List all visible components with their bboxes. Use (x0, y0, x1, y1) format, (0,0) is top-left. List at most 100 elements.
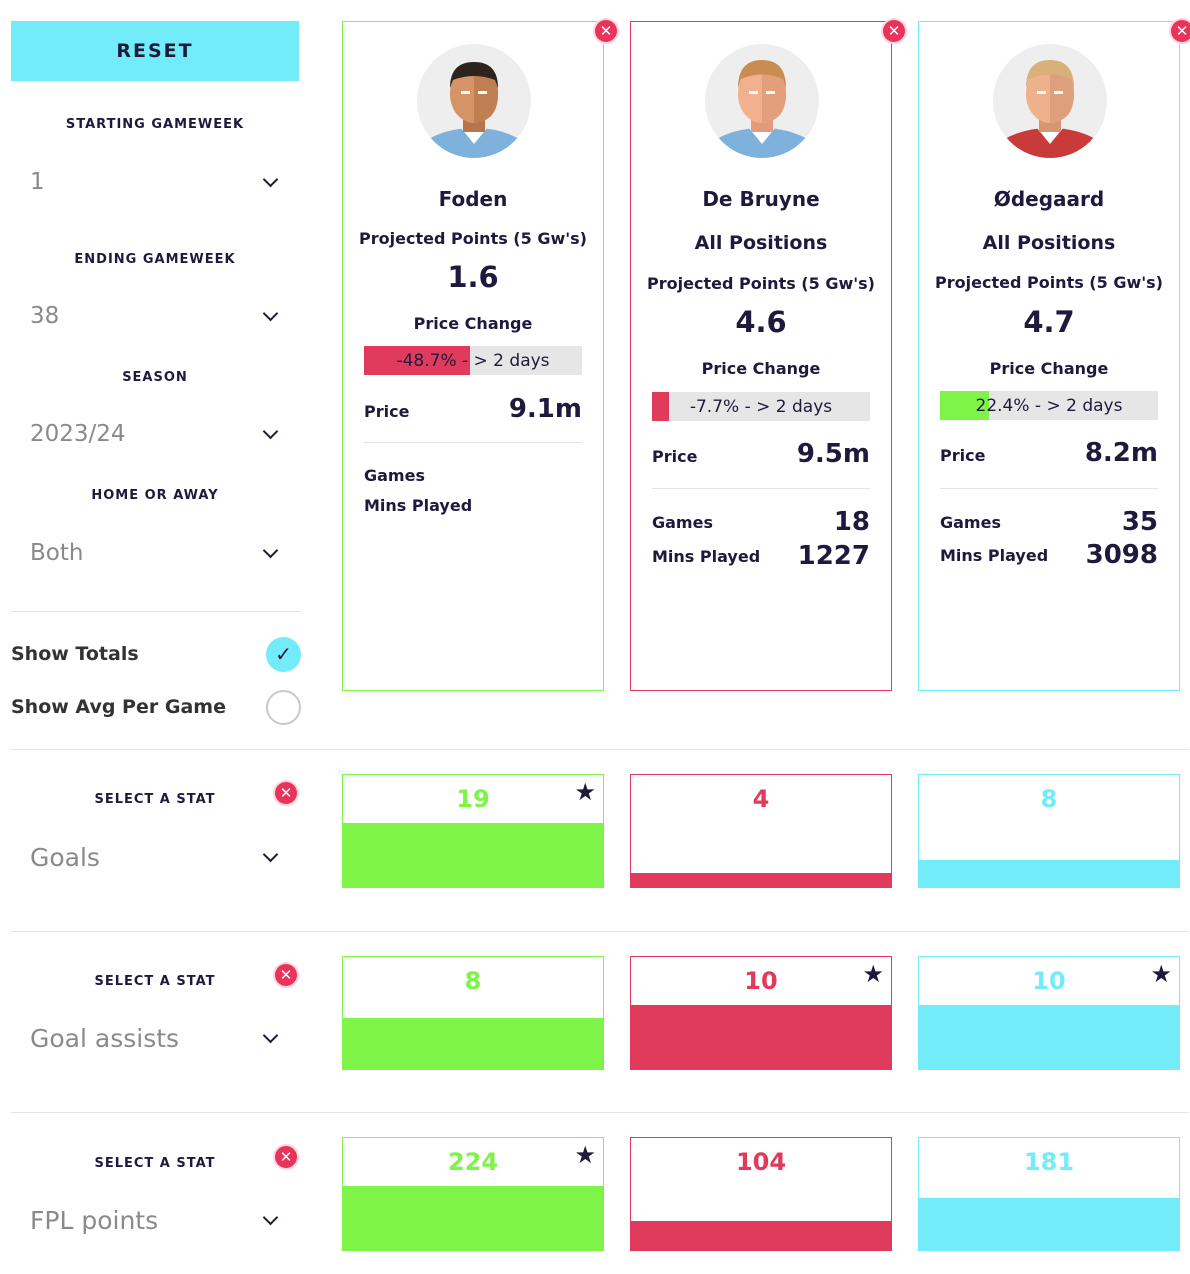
stat-bar (343, 1018, 603, 1069)
stat-select[interactable]: Goals (30, 837, 290, 877)
price-change-fill (364, 346, 471, 375)
stat-select-value: Goals (30, 842, 100, 872)
divider (11, 931, 1189, 932)
stat-value-box: 181 ★ (918, 1137, 1180, 1251)
player-avatar (993, 44, 1107, 158)
price-row: Price 9.5m (652, 439, 870, 469)
checkmark-icon[interactable]: ✓ (266, 636, 301, 672)
show-avg-label: Show Avg Per Game (11, 696, 226, 718)
games-row: Games 35 (940, 507, 1158, 537)
remove-stat-button[interactable]: ✕ (273, 1144, 299, 1170)
stat-select[interactable]: Goal assists (30, 1018, 290, 1058)
radio-empty-icon[interactable] (266, 689, 301, 725)
select-stat-label: SELECT A STAT (94, 792, 216, 807)
chevron-down-icon (262, 1027, 279, 1043)
divider (652, 488, 870, 489)
price-change-label: Price Change (701, 359, 821, 378)
mins-played-value: 3098 (1085, 540, 1158, 570)
season-select[interactable]: 2023/24 (30, 414, 290, 454)
season-value: 2023/24 (30, 421, 126, 447)
price-change-text: 22.4% - > 2 days (975, 396, 1123, 416)
remove-stat-button[interactable]: ✕ (273, 962, 299, 988)
stat-value: 224 (447, 1148, 499, 1176)
price-change-bar: -7.7% - > 2 days (652, 392, 870, 421)
remove-player-button[interactable]: ✕ (881, 18, 907, 44)
home-or-away-select[interactable]: Both (30, 533, 290, 573)
projected-points-label: Projected Points (5 Gw's) (647, 274, 875, 293)
projected-points-value: 4.6 (735, 305, 787, 339)
stat-bar (631, 873, 891, 887)
star-icon: ★ (574, 1141, 596, 1169)
ending-gameweek-label: ENDING GAMEWEEK (74, 252, 236, 267)
starting-gameweek-value: 1 (30, 169, 45, 195)
games-label: Games (940, 512, 1001, 532)
stat-value: 181 (1023, 1148, 1075, 1176)
price-value: 8.2m (1084, 438, 1158, 468)
mins-played-value: 1227 (797, 541, 870, 571)
player-name: Foden (438, 187, 508, 211)
stat-bar (919, 1198, 1179, 1250)
stat-value-box: 104 ★ (630, 1137, 892, 1251)
mins-played-row: Mins Played 3098 (940, 540, 1158, 570)
stat-value: 8 (464, 967, 482, 995)
star-icon: ★ (1150, 960, 1172, 988)
remove-stat-button[interactable]: ✕ (273, 780, 299, 806)
starting-gameweek-label: STARTING GAMEWEEK (65, 117, 245, 132)
select-stat-label: SELECT A STAT (94, 1156, 216, 1171)
stat-value: 10 (1032, 967, 1066, 995)
stat-value-box: 4 ★ (630, 774, 892, 888)
stat-value: 4 (752, 785, 770, 813)
reset-button[interactable]: RESET (11, 21, 299, 81)
price-change-fill (652, 392, 669, 421)
stat-select[interactable]: FPL points (30, 1200, 290, 1240)
stat-value-box: 10 ★ (630, 956, 892, 1070)
games-row: Games (364, 466, 582, 485)
divider (11, 1112, 1189, 1113)
stat-bar (343, 1186, 603, 1250)
remove-player-button[interactable]: ✕ (593, 18, 619, 44)
stat-value: 10 (744, 967, 778, 995)
show-avg-toggle[interactable]: Show Avg Per Game (11, 689, 301, 725)
player-card-foden: ✕ Foden Projected Points (5 Gw's) 1.6 Pr… (342, 18, 619, 691)
home-or-away-label: HOME OR AWAY (91, 488, 219, 503)
projected-points-value: 1.6 (447, 260, 499, 294)
stat-value-box: 224 ★ (342, 1137, 604, 1251)
star-icon: ★ (574, 778, 596, 806)
stat-value-box: 8 ★ (918, 774, 1180, 888)
games-label: Games (364, 466, 425, 485)
games-value: 35 (1121, 507, 1158, 537)
chevron-down-icon (262, 423, 279, 439)
price-label: Price (364, 402, 410, 421)
stat-value: 19 (456, 785, 490, 813)
stat-bar (343, 823, 603, 887)
divider (940, 488, 1158, 489)
mins-played-row: Mins Played (364, 496, 582, 515)
ending-gameweek-select[interactable]: 38 (30, 296, 290, 336)
projected-points-value: 4.7 (1023, 305, 1075, 339)
price-row: Price 9.1m (364, 394, 582, 424)
show-totals-label: Show Totals (11, 643, 139, 665)
remove-player-button[interactable]: ✕ (1169, 18, 1190, 44)
stat-bar (631, 1221, 891, 1250)
price-change-text: -7.7% - > 2 days (689, 397, 833, 417)
stat-value-box: 10 ★ (918, 956, 1180, 1070)
stat-select-value: FPL points (30, 1205, 159, 1235)
divider (364, 442, 582, 443)
player-avatar (705, 44, 819, 158)
price-change-label: Price Change (413, 314, 533, 333)
stat-select-value: Goal assists (30, 1023, 180, 1053)
show-totals-toggle[interactable]: Show Totals ✓ (11, 636, 301, 672)
position-filter: All Positions (982, 232, 1116, 254)
select-stat-label: SELECT A STAT (94, 974, 216, 989)
mins-played-label: Mins Played (652, 546, 761, 566)
chevron-down-icon (262, 1209, 279, 1225)
player-avatar (417, 44, 531, 158)
home-or-away-value: Both (30, 540, 84, 566)
stat-value: 104 (735, 1148, 787, 1176)
divider (11, 749, 1189, 750)
price-row: Price 8.2m (940, 438, 1158, 468)
chevron-down-icon (262, 305, 279, 321)
price-change-bar: 22.4% - > 2 days (940, 391, 1158, 420)
starting-gameweek-select[interactable]: 1 (30, 162, 290, 202)
season-label: SEASON (122, 370, 188, 385)
